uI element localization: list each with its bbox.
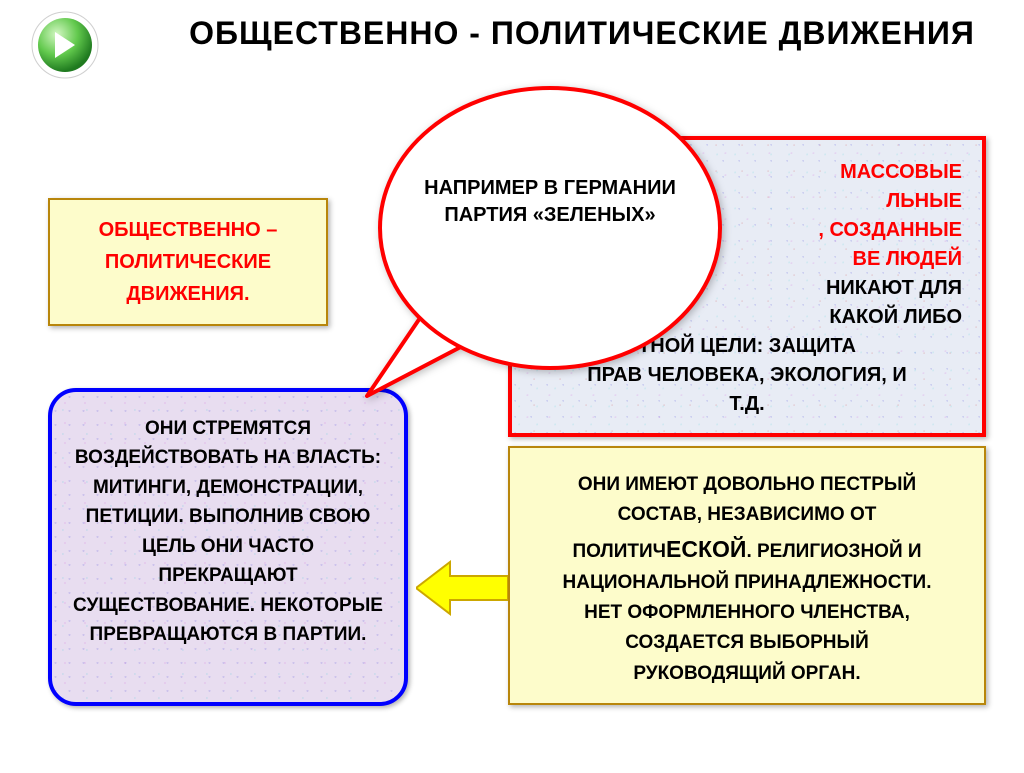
composition-line: ОНИ ИМЕЮТ ДОВОЛЬНО ПЕСТРЫЙ <box>526 470 968 500</box>
composition-line: СОЗДАЕТСЯ ВЫБОРНЫЙ <box>526 628 968 658</box>
definition-line: Т.Д. <box>528 390 966 419</box>
composition-line: РУКОВОДЯЩИЙ ОРГАН. <box>526 659 968 689</box>
label-box-movements: ОБЩЕСТВЕННО – ПОЛИТИЧЕСКИЕ ДВИЖЕНИЯ. <box>48 198 328 326</box>
composition-box: ОНИ ИМЕЮТ ДОВОЛЬНО ПЕСТРЫЙСОСТАВ, НЕЗАВИ… <box>508 446 986 705</box>
definition-line: ВЕ ЛЮДЕЙ <box>528 245 966 274</box>
nav-arrow-icon <box>30 10 100 80</box>
composition-line: СОСТАВ, НЕЗАВИСИМО ОТ <box>526 500 968 530</box>
example-callout-text: НАПРИМЕР В ГЕРМАНИИ ПАРТИЯ «ЗЕЛЕНЫХ» <box>420 175 680 229</box>
label-text: ОБЩЕСТВЕННО – ПОЛИТИЧЕСКИЕ ДВИЖЕНИЯ. <box>99 219 278 305</box>
definition-line: ПРАВ ЧЕЛОВЕКА, ЭКОЛОГИЯ, И <box>528 361 966 390</box>
composition-line: НЕТ ОФОРМЛЕННОГО ЧЛЕНСТВА, <box>526 598 968 628</box>
influence-box: ОНИ СТРЕМЯТСЯ ВОЗДЕЙСТВОВАТЬ НА ВЛАСТЬ: … <box>48 388 408 706</box>
definition-line: ТНОЙ ЦЕЛИ: ЗАЩИТА <box>528 332 966 361</box>
influence-text: ОНИ СТРЕМЯТСЯ ВОЗДЕЙСТВОВАТЬ НА ВЛАСТЬ: … <box>73 418 383 645</box>
nav-next-button[interactable] <box>30 10 100 80</box>
arrow-left-icon <box>416 560 508 616</box>
composition-lines: ОНИ ИМЕЮТ ДОВОЛЬНО ПЕСТРЫЙСОСТАВ, НЕЗАВИ… <box>526 470 968 689</box>
definition-line: КАКОЙ ЛИБО <box>528 303 966 332</box>
composition-line: НАЦИОНАЛЬНОЙ ПРИНАДЛЕЖНОСТИ. <box>526 568 968 598</box>
slide-title: ОБЩЕСТВЕННО - ПОЛИТИЧЕСКИЕ ДВИЖЕНИЯ <box>180 15 984 52</box>
definition-line: НИКАЮТ ДЛЯ <box>528 274 966 303</box>
composition-line: ПОЛИТИЧЕСКОЙ. РЕЛИГИОЗНОЙ И <box>526 531 968 568</box>
flow-arrow-left <box>416 560 508 616</box>
